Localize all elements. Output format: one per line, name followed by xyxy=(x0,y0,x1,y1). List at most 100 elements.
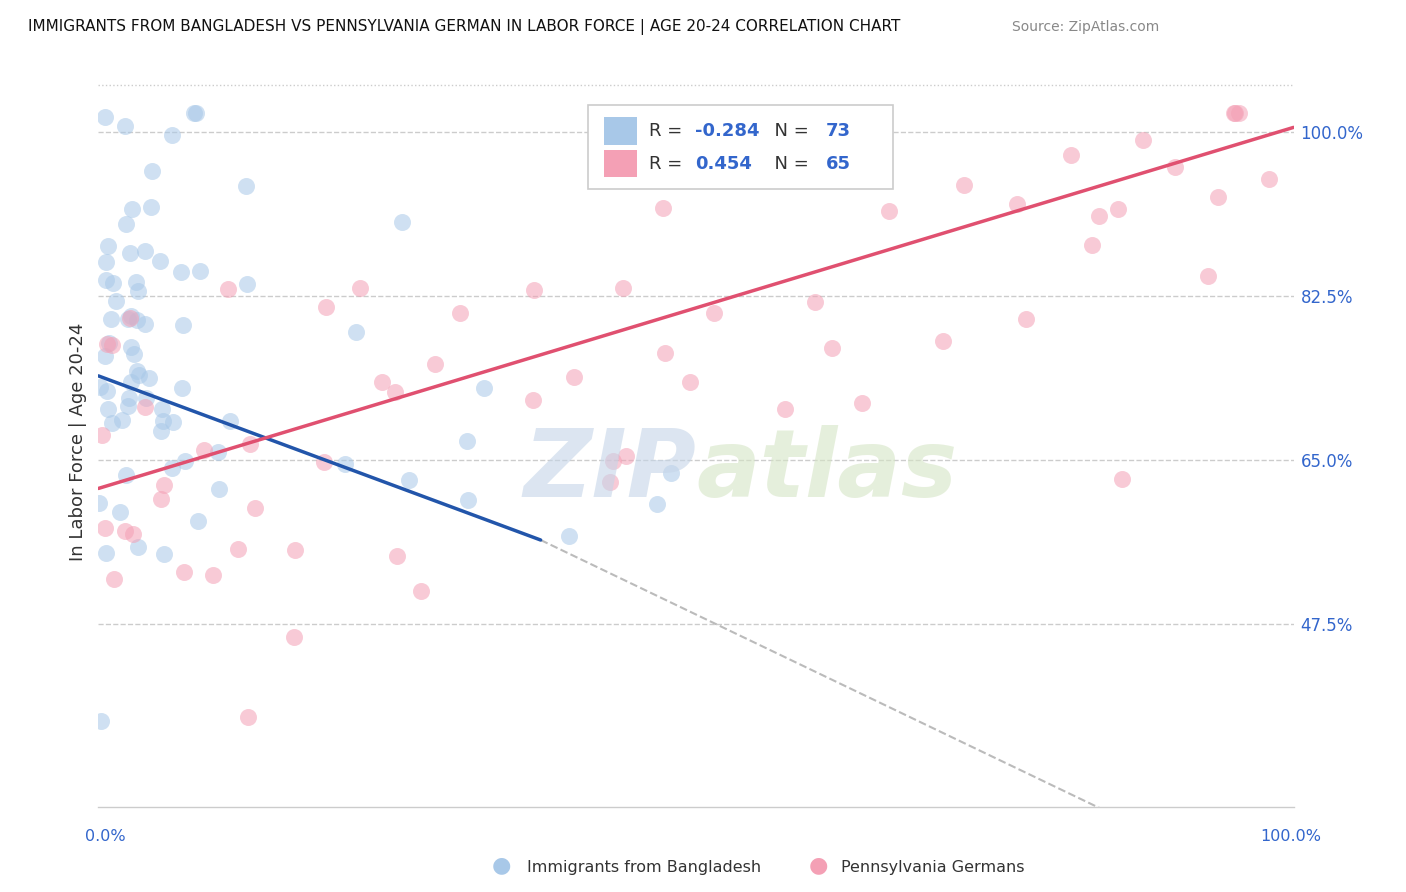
Point xyxy=(173,565,195,579)
Y-axis label: In Labor Force | Age 20-24: In Labor Force | Age 20-24 xyxy=(69,322,87,561)
Point xyxy=(602,454,624,468)
Point xyxy=(804,294,827,309)
Point xyxy=(1060,148,1083,162)
Point xyxy=(562,370,585,384)
Point xyxy=(89,380,111,394)
Text: Pennsylvania Germans: Pennsylvania Germans xyxy=(841,860,1025,874)
Point xyxy=(152,414,174,428)
Point xyxy=(349,281,371,295)
Point xyxy=(124,347,146,361)
Point xyxy=(346,325,368,339)
Point xyxy=(150,491,173,506)
Point xyxy=(118,391,141,405)
Point xyxy=(120,309,142,323)
Point xyxy=(94,521,117,535)
Point xyxy=(120,246,142,260)
Point xyxy=(423,357,446,371)
Point xyxy=(115,217,138,231)
Point xyxy=(139,200,162,214)
Point xyxy=(91,427,114,442)
Point xyxy=(599,475,621,489)
Point xyxy=(193,443,215,458)
Text: ●: ● xyxy=(492,855,512,875)
Point xyxy=(1164,161,1187,175)
Text: IMMIGRANTS FROM BANGLADESH VS PENNSYLVANIA GERMAN IN LABOR FORCE | AGE 20-24 COR: IMMIGRANTS FROM BANGLADESH VS PENNSYLVAN… xyxy=(28,20,900,35)
Point xyxy=(647,497,669,511)
Point xyxy=(149,425,172,439)
Point xyxy=(449,306,471,320)
Point xyxy=(217,282,239,296)
Point xyxy=(141,163,163,178)
Point xyxy=(1015,312,1038,326)
Point xyxy=(208,482,231,496)
Point xyxy=(651,201,673,215)
Point xyxy=(953,178,976,192)
Point xyxy=(312,455,335,469)
Point xyxy=(125,312,148,326)
Point xyxy=(659,466,682,480)
Point xyxy=(201,567,224,582)
Point xyxy=(135,392,157,406)
Point xyxy=(120,311,142,326)
Point xyxy=(283,630,305,644)
Text: Source: ZipAtlas.com: Source: ZipAtlas.com xyxy=(1012,21,1160,34)
Point xyxy=(96,546,118,560)
Point xyxy=(114,119,136,133)
Point xyxy=(821,341,844,355)
Point xyxy=(101,416,124,430)
Point xyxy=(851,396,873,410)
Text: R =: R = xyxy=(650,154,689,172)
Point xyxy=(174,454,197,468)
Text: 73: 73 xyxy=(827,121,851,140)
Point xyxy=(523,283,546,297)
Point xyxy=(456,434,478,448)
Point xyxy=(1132,133,1154,147)
Point xyxy=(170,265,193,279)
Point xyxy=(333,458,356,472)
Point xyxy=(111,413,134,427)
Point xyxy=(235,277,257,292)
Text: 100.0%: 100.0% xyxy=(1260,830,1322,844)
Point xyxy=(183,106,205,120)
Point xyxy=(90,714,112,728)
Point xyxy=(219,414,242,428)
Point xyxy=(409,583,432,598)
Point xyxy=(94,111,117,125)
Point xyxy=(1005,196,1028,211)
Point xyxy=(97,402,120,417)
Point xyxy=(152,401,174,416)
Point xyxy=(385,549,408,563)
Text: ●: ● xyxy=(808,855,828,875)
Point xyxy=(239,437,262,451)
Point xyxy=(457,492,479,507)
Point xyxy=(616,171,638,186)
Point xyxy=(120,375,142,389)
Point xyxy=(558,529,581,543)
Point xyxy=(1081,238,1104,252)
Point xyxy=(94,273,117,287)
Point xyxy=(188,264,211,278)
Point xyxy=(245,500,267,515)
Text: Immigrants from Bangladesh: Immigrants from Bangladesh xyxy=(527,860,762,874)
Point xyxy=(117,399,139,413)
Bar xyxy=(605,150,637,178)
Point xyxy=(226,541,249,556)
Point xyxy=(315,300,337,314)
Text: -0.284: -0.284 xyxy=(695,121,759,140)
Text: atlas: atlas xyxy=(696,425,957,516)
Point xyxy=(127,284,149,298)
Point xyxy=(160,461,183,475)
Point xyxy=(522,392,544,407)
Text: ZIP: ZIP xyxy=(523,425,696,516)
Point xyxy=(134,400,156,414)
Point xyxy=(384,384,406,399)
Point xyxy=(101,338,124,352)
Point xyxy=(207,445,229,459)
Point xyxy=(121,202,143,216)
Point xyxy=(153,547,176,561)
Point xyxy=(236,710,259,724)
Point xyxy=(117,312,139,326)
Text: R =: R = xyxy=(650,121,689,140)
Point xyxy=(96,255,118,269)
Point xyxy=(679,375,702,389)
